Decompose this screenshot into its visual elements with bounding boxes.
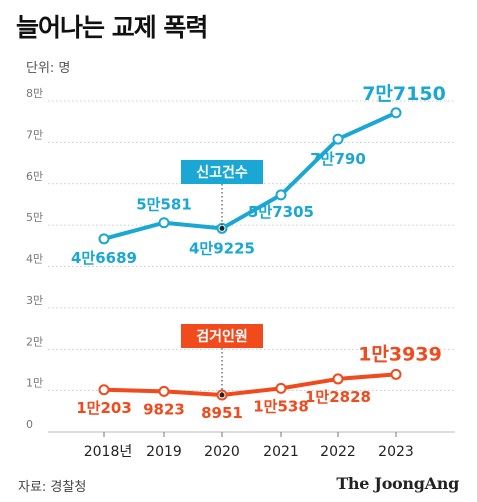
- badge-anchor-dot: [219, 225, 225, 231]
- data-label: 7만790: [310, 150, 366, 168]
- unit-label: 단위: 명: [26, 61, 71, 76]
- gridlines: [48, 100, 455, 433]
- data-label: 9823: [143, 400, 185, 418]
- data-label: 1만203: [76, 399, 132, 417]
- data-label: 4만9225: [189, 239, 255, 257]
- y-tick-label: 6만: [26, 170, 43, 183]
- x-tick-label: 2019: [146, 444, 182, 460]
- data-point: [332, 373, 344, 385]
- y-tick-label: 3만: [26, 294, 43, 307]
- data-point: [275, 189, 287, 201]
- y-tick-label: 2만: [26, 335, 43, 348]
- x-tick-label: 2021: [263, 444, 299, 460]
- legend-badge-label: 신고건수: [196, 164, 248, 181]
- y-tick-label: 0: [26, 418, 33, 431]
- series-layer: 4만6689 5만581 4만9225 5만7305 7만790 7만7150 1만203 9…: [71, 83, 446, 422]
- data-label: 7만7150: [362, 83, 446, 105]
- data-label: 5만7305: [248, 203, 314, 221]
- y-tick-label: 4만: [26, 253, 43, 266]
- data-point: [390, 107, 402, 119]
- x-tick-label: 2022: [320, 444, 356, 460]
- data-label: 4만6689: [71, 249, 137, 267]
- x-tick-label: 2020: [204, 444, 240, 460]
- data-point: [332, 133, 344, 145]
- data-point: [98, 384, 110, 396]
- x-tick-label: 2018년: [84, 444, 133, 460]
- badge-anchor-dot: [219, 392, 225, 398]
- source-note: 자료: 경찰청: [18, 480, 87, 495]
- y-tick-label: 5만: [26, 211, 43, 224]
- y-tick-label: 7만: [26, 128, 43, 141]
- x-tick-label: 2023: [378, 444, 414, 460]
- y-tick-label: 1만: [26, 377, 43, 390]
- data-point: [98, 233, 110, 245]
- y-tick-label: 8만: [26, 87, 43, 100]
- data-point: [390, 368, 402, 380]
- series-line: [102, 110, 398, 241]
- legend-badge-label: 검거인원: [196, 328, 248, 345]
- data-point: [158, 217, 170, 229]
- data-label: 5만581: [136, 196, 192, 214]
- data-label: 1만3939: [358, 343, 442, 365]
- chart-title: 늘어나는 교제 폭력: [16, 13, 208, 42]
- legend-badge: [181, 160, 263, 184]
- data-label: 1만2828: [305, 388, 371, 406]
- data-label: 8951: [201, 404, 243, 422]
- data-point: [275, 382, 287, 394]
- series-line: [102, 372, 398, 397]
- y-axis-ticks: 0 1만 2만 3만 4만 5만 6만 7만 8만: [26, 87, 43, 431]
- brand-logo: The JoongAng: [336, 474, 459, 493]
- data-point: [158, 385, 170, 397]
- data-label: 1만538: [253, 397, 309, 415]
- legend-badge: [181, 324, 263, 348]
- x-axis-ticks: 2018년 2019 2020 2021 2022 2023: [84, 432, 414, 460]
